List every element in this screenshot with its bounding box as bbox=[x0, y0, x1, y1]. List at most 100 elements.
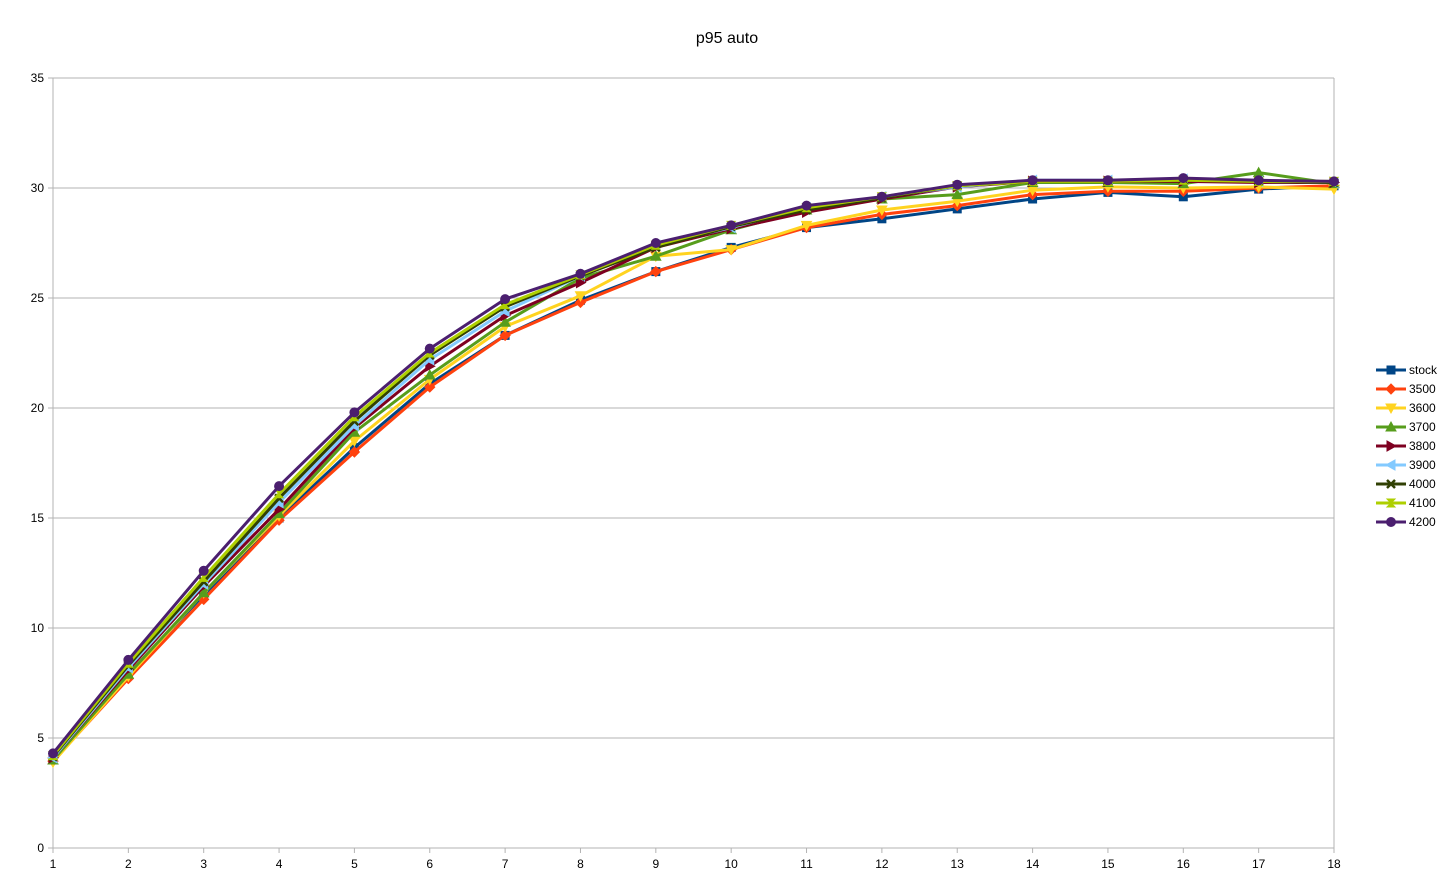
x-tick-label: 12 bbox=[875, 857, 889, 871]
marker-triangle-left bbox=[1384, 459, 1396, 471]
legend-label: stock bbox=[1409, 363, 1438, 377]
x-tick-label: 8 bbox=[577, 857, 584, 871]
legend-item-4100: 4100 bbox=[1376, 496, 1436, 510]
marker-circle bbox=[1027, 175, 1038, 186]
marker-diamond bbox=[1385, 383, 1397, 395]
series-line bbox=[51, 176, 1335, 755]
legend-item-4200: 4200 bbox=[1376, 515, 1436, 529]
legend-label: 3600 bbox=[1409, 401, 1436, 415]
marker-triangle-up bbox=[951, 188, 964, 200]
series-line bbox=[51, 184, 1335, 761]
marker-circle bbox=[575, 268, 586, 279]
series-4200 bbox=[48, 173, 1339, 759]
series-3600 bbox=[47, 182, 1340, 769]
x-tick-label: 17 bbox=[1252, 857, 1266, 871]
legend-label: 3800 bbox=[1409, 439, 1436, 453]
series-line bbox=[51, 178, 1334, 757]
marker-triangle-down bbox=[574, 291, 587, 302]
marker-triangle-up bbox=[197, 586, 210, 598]
legend-item-4000: 4000 bbox=[1376, 477, 1436, 491]
series-line bbox=[51, 178, 1335, 758]
series-line bbox=[51, 185, 1335, 764]
marker-triangle-down bbox=[1385, 403, 1397, 415]
x-tick-label: 15 bbox=[1101, 857, 1115, 871]
x-tick-label: 16 bbox=[1177, 857, 1191, 871]
x-tick-label: 10 bbox=[724, 857, 738, 871]
marker-circle bbox=[726, 220, 737, 231]
series-4100 bbox=[47, 175, 1340, 761]
marker-circle bbox=[123, 654, 134, 665]
y-tick-label: 30 bbox=[31, 181, 45, 195]
marker-diamond bbox=[424, 381, 436, 393]
x-tick-label: 11 bbox=[800, 857, 813, 871]
marker-hourglass bbox=[1385, 498, 1397, 508]
legend-label: 3700 bbox=[1409, 420, 1436, 434]
legend-label: 4000 bbox=[1409, 477, 1436, 491]
x-tick-label: 2 bbox=[125, 857, 132, 871]
series-3700 bbox=[47, 166, 1340, 765]
legend-item-stock: stock bbox=[1376, 363, 1438, 377]
marker-triangle-down bbox=[348, 436, 361, 448]
marker-circle bbox=[274, 481, 285, 492]
marker-triangle-down bbox=[876, 205, 888, 217]
marker-circle bbox=[1102, 175, 1113, 186]
marker-diamond bbox=[574, 296, 587, 309]
legend-label: 3900 bbox=[1409, 458, 1436, 472]
legend-item-3900: 3900 bbox=[1376, 458, 1436, 472]
series-3900 bbox=[46, 173, 1339, 764]
marker-x bbox=[1386, 479, 1396, 489]
series-stock bbox=[48, 181, 1339, 765]
series-3800 bbox=[48, 175, 1341, 764]
marker-triangle-down bbox=[800, 220, 813, 232]
marker-square bbox=[1386, 365, 1396, 375]
marker-circle bbox=[1178, 173, 1189, 184]
x-tick-label: 18 bbox=[1327, 857, 1341, 871]
y-tick-label: 5 bbox=[37, 731, 44, 745]
marker-triangle-right bbox=[425, 360, 436, 373]
marker-circle bbox=[424, 343, 435, 354]
marker-triangle-up bbox=[649, 250, 662, 261]
series-lines bbox=[46, 166, 1341, 769]
marker-diamond bbox=[499, 329, 511, 342]
x-tick-label: 3 bbox=[200, 857, 207, 871]
marker-circle bbox=[952, 179, 963, 190]
y-tick-label: 20 bbox=[31, 401, 45, 415]
series-line bbox=[51, 179, 1334, 759]
marker-circle bbox=[349, 407, 360, 418]
marker-diamond bbox=[348, 446, 361, 458]
marker-triangle-up bbox=[1385, 420, 1397, 432]
marker-circle bbox=[801, 200, 812, 211]
x-tick-label: 13 bbox=[951, 857, 965, 871]
marker-circle bbox=[650, 238, 661, 248]
series-line bbox=[51, 177, 1335, 759]
y-tick-label: 0 bbox=[37, 841, 44, 855]
marker-diamond bbox=[650, 265, 662, 278]
x-tick-label: 14 bbox=[1026, 857, 1040, 871]
x-tick-label: 9 bbox=[652, 857, 659, 871]
legend-label: 4100 bbox=[1409, 496, 1436, 510]
marker-circle bbox=[198, 565, 209, 576]
x-tick-label: 1 bbox=[50, 857, 57, 871]
series-line bbox=[51, 184, 1335, 763]
marker-triangle-right bbox=[1386, 440, 1398, 452]
chart-title: p95 auto bbox=[696, 30, 758, 47]
y-tick-label: 25 bbox=[31, 291, 45, 305]
marker-triangle-up bbox=[423, 368, 436, 380]
marker-triangle-right bbox=[575, 276, 587, 289]
marker-triangle-down bbox=[725, 245, 738, 256]
legend-item-3700: 3700 bbox=[1376, 420, 1436, 434]
legend-item-3800: 3800 bbox=[1376, 439, 1436, 453]
series-4000 bbox=[48, 175, 1339, 762]
y-tick-label: 10 bbox=[31, 621, 45, 635]
legend-label: 4200 bbox=[1409, 515, 1436, 529]
legend-item-3500: 3500 bbox=[1376, 382, 1436, 396]
marker-circle bbox=[876, 191, 887, 202]
marker-triangle-up bbox=[499, 316, 511, 327]
x-tick-label: 4 bbox=[276, 857, 283, 871]
y-tick-label: 35 bbox=[31, 71, 45, 85]
marker-circle bbox=[1386, 517, 1396, 527]
legend-item-3600: 3600 bbox=[1376, 401, 1436, 415]
legend: stock 3500 3600 3700 3800 3900 4000 4100 4200 bbox=[1376, 363, 1438, 529]
